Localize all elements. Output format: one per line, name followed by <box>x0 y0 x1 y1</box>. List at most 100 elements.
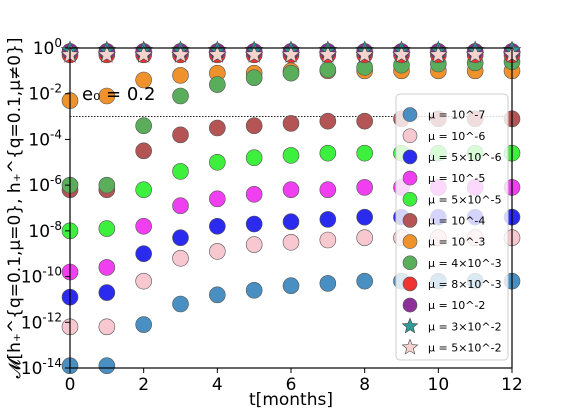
data-point <box>135 316 152 333</box>
data-point <box>245 236 263 253</box>
data-point <box>245 117 263 135</box>
data-point <box>172 87 189 105</box>
data-point <box>172 229 189 247</box>
legend-marker <box>401 338 419 355</box>
data-point <box>282 181 300 199</box>
legend-marker <box>402 191 418 207</box>
data-point <box>355 45 374 63</box>
data-point <box>429 45 448 63</box>
legend-label: μ = 4×10^-3 <box>428 257 502 270</box>
data-point <box>282 64 300 82</box>
data-point <box>209 119 226 137</box>
legend-marker <box>402 213 418 228</box>
x-axis-label: t[months] <box>249 390 333 410</box>
data-point <box>282 115 300 132</box>
x-tick-label: 6 <box>286 375 297 395</box>
legend-label: μ = 5×10^-6 <box>428 151 502 164</box>
data-point <box>172 163 189 180</box>
data-point <box>245 185 263 203</box>
data-point <box>356 179 373 196</box>
y-tick-label: 10-6 <box>28 173 62 196</box>
data-point <box>172 249 189 267</box>
data-point <box>135 142 152 160</box>
legend-marker <box>402 234 418 249</box>
legend-label: μ = 10^-3 <box>428 236 485 249</box>
data-point <box>135 71 152 89</box>
data-point <box>319 181 337 199</box>
data-point <box>98 357 116 375</box>
legend-label: μ = 10^-2 <box>428 299 485 312</box>
data-point <box>98 87 116 105</box>
data-point <box>98 259 116 276</box>
data-point <box>245 69 263 87</box>
data-point <box>282 233 300 251</box>
y-tick-label: 10-8 <box>28 219 62 242</box>
data-point <box>356 112 373 130</box>
data-point <box>135 272 152 290</box>
data-point <box>319 61 337 79</box>
legend-marker <box>402 255 418 271</box>
data-point <box>172 67 189 84</box>
x-tick-label: 8 <box>359 375 370 395</box>
legend-marker <box>402 297 418 313</box>
x-tick-label: 2 <box>138 375 149 395</box>
legend-marker <box>402 107 418 122</box>
data-point <box>318 45 338 63</box>
legend-label: μ = 5×10^-5 <box>428 193 502 206</box>
legend-box <box>395 93 509 361</box>
data-point <box>98 176 116 194</box>
data-point <box>172 126 189 144</box>
data-point <box>209 153 226 171</box>
data-point <box>209 76 226 93</box>
data-point <box>465 45 485 63</box>
data-point <box>319 275 337 292</box>
legend-label: μ = 8×10^-3 <box>428 278 502 291</box>
legend-marker <box>401 317 419 334</box>
legend-label: μ = 5×10^-2 <box>428 341 502 354</box>
y-tick-label: 100 <box>33 36 62 59</box>
data-point <box>135 217 152 235</box>
data-point <box>172 197 189 215</box>
series-11 <box>60 45 522 63</box>
data-point <box>282 213 300 231</box>
annotation-e0: e₀ = 0.2 <box>82 84 155 105</box>
data-point <box>319 231 337 249</box>
data-point <box>135 181 152 199</box>
data-point <box>97 45 117 63</box>
data-point <box>209 243 226 260</box>
data-point <box>245 281 263 299</box>
data-point <box>356 208 373 226</box>
data-point <box>135 117 152 135</box>
data-point <box>356 229 373 247</box>
data-point <box>245 215 263 233</box>
legend-label: μ = 10^-6 <box>428 130 485 143</box>
legend-label: μ = 10^-4 <box>428 214 485 227</box>
legend-label: μ = 10^-5 <box>428 172 485 185</box>
data-point <box>319 144 337 162</box>
data-point <box>282 147 300 164</box>
data-point <box>98 220 116 237</box>
data-point <box>244 45 264 63</box>
legend-marker <box>402 170 418 186</box>
y-tick-label: 10-2 <box>28 82 62 105</box>
data-point <box>208 45 227 63</box>
y-tick-label: 10-14 <box>21 356 62 379</box>
data-point <box>134 45 153 63</box>
data-point <box>171 45 190 63</box>
data-point <box>356 272 373 290</box>
data-point <box>172 295 189 313</box>
data-point <box>98 284 116 301</box>
data-point <box>209 286 226 304</box>
legend-label: μ = 3×10^-2 <box>428 320 502 333</box>
y-tick-label: 10-4 <box>28 127 62 150</box>
data-point <box>98 318 116 336</box>
legend-marker <box>402 128 418 144</box>
legend: μ = 10^-7 μ = 10^-6 μ = 5×10^-6 μ = 10^-5 μ … <box>395 93 509 361</box>
data-point <box>319 112 337 130</box>
legend-marker <box>402 149 418 165</box>
y-axis-label: 𝓜[h₊^{q=0.1,μ=0}, h₊^{q=0.1,μ≠0}] <box>5 37 25 378</box>
series-7 <box>61 53 521 194</box>
x-tick-label: 0 <box>65 375 76 395</box>
data-point <box>135 245 152 263</box>
